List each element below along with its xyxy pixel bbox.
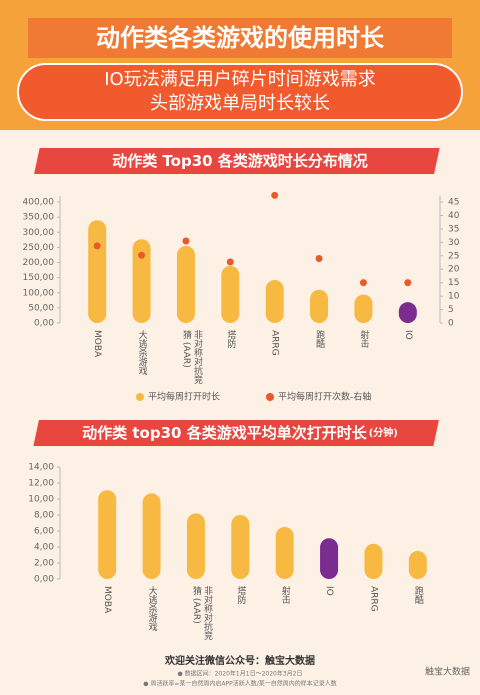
follow: 欢迎关注微信公众号：触宝大数据	[164, 654, 315, 667]
bar	[186, 513, 205, 579]
y-tick-label: 0,00	[34, 575, 54, 585]
y-tick-label: 6,00	[34, 527, 54, 537]
y-tick-label: 200,00	[23, 258, 55, 268]
bar	[364, 543, 383, 579]
chart-banner	[34, 148, 440, 174]
y2-tick-label: 5	[448, 305, 454, 315]
chart-title-text: 动作类 top30 各类游戏平均单次打开时长	[82, 424, 368, 442]
dot	[226, 258, 234, 266]
bar	[231, 515, 250, 579]
bar	[88, 220, 107, 323]
dot	[404, 279, 412, 287]
bar	[265, 280, 284, 323]
x-tick-label: 大逃杀游戏	[136, 330, 147, 375]
x-tick-label: IO	[402, 330, 413, 340]
x-tick-label: 射击	[279, 586, 290, 604]
legend-swatch	[136, 393, 144, 401]
subtitle: 头部游戏单局时长较长	[150, 93, 330, 114]
y-tick-label: 4,00	[34, 543, 54, 553]
legend-swatch	[266, 393, 274, 401]
header-title: 动作类各类游戏的使用时长	[96, 24, 385, 52]
subtitle: IO玩法满足用户碎片时间游戏需求	[104, 69, 375, 90]
watermark: 触宝大数据	[425, 666, 470, 678]
y-tick-label: 12,00	[28, 479, 54, 489]
title-box	[28, 18, 452, 58]
y-tick-label: 0,00	[34, 319, 54, 329]
note: ● 周活跃率=某一自然周内启APP活跃人数/某一自然周内的样本记录人数	[143, 680, 337, 688]
note: ● 数据区间：2020年1月1日～2020年3月2日	[178, 670, 303, 678]
bar	[142, 493, 161, 579]
bar	[132, 239, 151, 323]
bar	[320, 538, 339, 579]
legend-label: 平均每周打开时长	[148, 391, 220, 403]
x-tick-label: 跑酷	[412, 586, 423, 604]
dot	[138, 251, 146, 259]
bar	[98, 490, 117, 579]
y2-tick-label: 15	[448, 278, 459, 288]
chart-unit: (分钟)	[369, 426, 398, 439]
y-tick-label: 350,00	[23, 213, 55, 223]
y-tick-label: 150,00	[23, 273, 55, 283]
dot	[93, 242, 101, 250]
y2-tick-label: 35	[448, 224, 459, 234]
x-tick-label: 跑酷	[314, 330, 325, 348]
y-tick-label: 400,00	[23, 198, 55, 208]
y-tick-label: 50,00	[28, 303, 54, 313]
x-tick-label: MOBA	[92, 330, 103, 358]
y2-tick-label: 20	[448, 265, 460, 275]
y2-tick-label: 10	[448, 292, 460, 302]
dot	[359, 279, 367, 287]
y2-tick-label: 0	[448, 319, 454, 329]
x-tick-label: 塔防	[225, 330, 236, 348]
y-tick-label: 8,00	[34, 511, 54, 521]
y2-tick-label: 40	[448, 211, 460, 221]
bar	[310, 289, 329, 323]
x-tick-label: ARRG	[368, 586, 379, 612]
x-tick-label: 非对称对抗竞猜 (AAR)	[180, 330, 202, 384]
chart-title-text: 动作类 Top30 各类游戏时长分布情况	[112, 152, 368, 170]
y-tick-label: 300,00	[23, 228, 55, 238]
x-tick-label: ARRG	[269, 330, 280, 356]
y-tick-label: 2,00	[34, 559, 54, 569]
bar	[408, 551, 427, 579]
dot	[271, 191, 279, 199]
bar	[221, 265, 240, 323]
dot	[182, 237, 190, 245]
chart-banner	[33, 420, 439, 446]
x-tick-label: 非对称对抗竞猜 (AAR)	[190, 586, 212, 640]
bar	[176, 245, 195, 323]
bar	[354, 294, 373, 323]
y2-tick-label: 45	[448, 198, 459, 208]
x-tick-label: MOBA	[102, 586, 113, 614]
dot	[315, 254, 323, 262]
chart-title: 动作类 top30 各类游戏平均单次打开时长 (分钟)	[82, 424, 398, 442]
y-tick-label: 14,00	[28, 463, 54, 473]
bar	[275, 527, 294, 579]
y2-tick-label: 30	[448, 238, 460, 248]
x-tick-label: 射击	[358, 330, 369, 348]
x-tick-label: IO	[324, 586, 335, 596]
y2-tick-label: 25	[448, 251, 459, 261]
y-tick-label: 10,00	[28, 495, 54, 505]
x-tick-label: 塔防	[235, 586, 246, 604]
y-tick-label: 100,00	[23, 288, 55, 298]
legend-label: 平均每周打开次数-右轴	[278, 391, 371, 403]
chart-title: 动作类 Top30 各类游戏时长分布情况	[112, 152, 368, 170]
y-tick-label: 250,00	[23, 243, 55, 253]
x-tick-label: 大逃杀游戏	[146, 586, 157, 631]
bar	[398, 302, 417, 323]
subtitle-box	[17, 63, 463, 121]
